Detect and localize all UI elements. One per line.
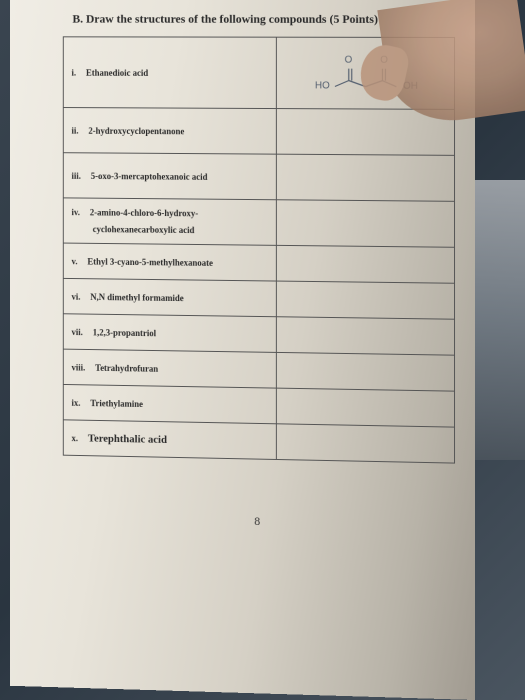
page-number: 8 — [63, 510, 455, 534]
table-row: ii. 2-hydroxycyclopentanone — [63, 108, 454, 156]
compound-name: Ethanedioic acid — [86, 67, 148, 77]
compounds-table: i. Ethanedioic acid — [63, 36, 455, 463]
compound-name: 1,2,3-propantriol — [93, 327, 156, 338]
compound-label-cell: ii. 2-hydroxycyclopentanone — [63, 108, 276, 155]
compound-label-cell: viii. Tetrahydrofuran — [63, 349, 276, 388]
compound-name: Tetrahydrofuran — [95, 362, 158, 373]
compound-name: 5-oxo-3-mercaptohexanoic acid — [91, 171, 208, 182]
row-number: v. — [71, 256, 77, 266]
table-row: vii. 1,2,3-propantriol — [63, 314, 454, 355]
compound-label-cell: v. Ethyl 3-cyano-5-methylhexanoate — [63, 243, 276, 281]
row-number: iii. — [71, 170, 80, 180]
structure-cell — [277, 245, 455, 283]
row-number: x. — [71, 433, 78, 443]
row-number: vi. — [71, 291, 80, 301]
row-number: vii. — [71, 327, 82, 337]
compound-label-cell: x. Terephthalic acid — [63, 420, 276, 460]
structure-cell — [277, 154, 455, 201]
molecule-label-ho: HO — [315, 80, 330, 91]
table-row: x. Terephthalic acid — [63, 420, 454, 463]
structure-cell — [277, 388, 455, 427]
row-number: i. — [71, 67, 76, 77]
compound-name: Terephthalic acid — [88, 432, 167, 445]
table-row: vi. N,N dimethyl formamide — [63, 278, 454, 319]
compound-label-cell: i. Ethanedioic acid — [63, 37, 276, 109]
molecule-label-o1: O — [345, 54, 353, 65]
table-row: iii. 5-oxo-3-mercaptohexanoic acid — [63, 153, 454, 202]
structure-cell — [277, 424, 455, 463]
structure-cell — [277, 200, 455, 248]
structure-cell — [277, 352, 455, 391]
structure-cell — [277, 281, 455, 319]
structure-cell — [277, 317, 455, 355]
compound-name-line2: cyclohexanecarboxylic acid — [93, 224, 195, 235]
compound-label-cell: iii. 5-oxo-3-mercaptohexanoic acid — [63, 153, 276, 200]
compound-label-cell: vii. 1,2,3-propantriol — [63, 314, 276, 353]
compound-label-cell: ix. Triethylamine — [63, 384, 276, 423]
table-row: iv. 2-amino-4-chloro-6-hydroxy- cyclohex… — [63, 198, 454, 247]
row-number: viii. — [71, 362, 85, 372]
table-row: v. Ethyl 3-cyano-5-methylhexanoate — [63, 243, 454, 283]
compound-label-cell: iv. 2-amino-4-chloro-6-hydroxy- cyclohex… — [63, 198, 276, 245]
row-number: iv. — [71, 208, 79, 218]
row-number: ii. — [71, 125, 78, 135]
compound-name: Triethylamine — [90, 398, 143, 409]
compound-name: Ethyl 3-cyano-5-methylhexanoate — [87, 256, 213, 267]
compound-name: 2-amino-4-chloro-6-hydroxy- — [90, 208, 198, 219]
compound-name: 2-hydroxycyclopentanone — [88, 125, 184, 135]
row-number: ix. — [71, 397, 80, 407]
compound-label-cell: vi. N,N dimethyl formamide — [63, 278, 276, 316]
worksheet-paper: B. Draw the structures of the following … — [10, 0, 475, 700]
compound-name: N,N dimethyl formamide — [90, 292, 183, 303]
